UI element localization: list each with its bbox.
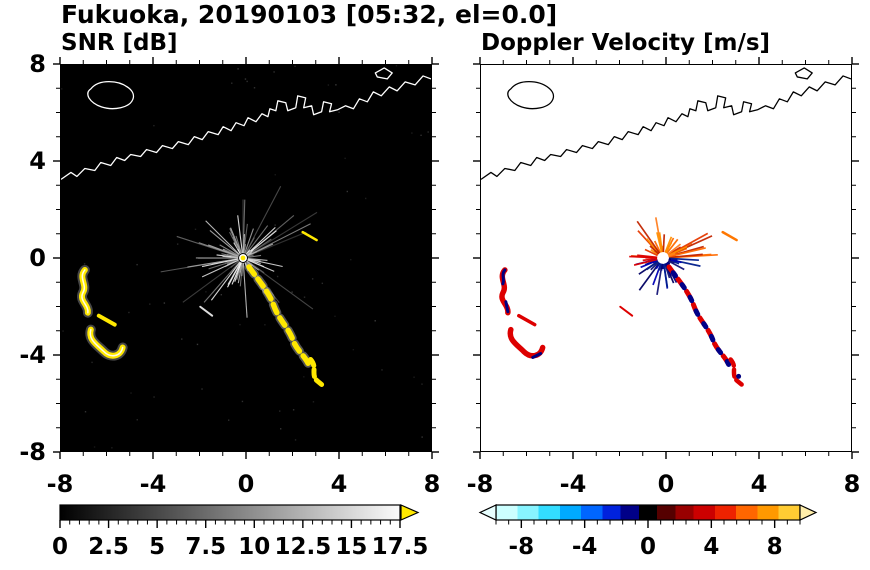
snr-panel-title: SNR [dB] bbox=[61, 30, 178, 56]
y-tick-label: 0 bbox=[29, 244, 46, 272]
radar-center-dot-core bbox=[240, 255, 246, 261]
y-tick-label: -4 bbox=[19, 341, 46, 369]
doppler-x-tick-label: -4 bbox=[559, 470, 587, 498]
doppler-x-tick-label: 4 bbox=[750, 470, 768, 498]
snr-x-tick-label: 0 bbox=[237, 470, 255, 498]
snr-colorbar-tick-label: 0 bbox=[51, 534, 69, 560]
snr-x-tick-label: -8 bbox=[46, 470, 74, 498]
echo-west-1-neg bbox=[501, 268, 507, 286]
coastline bbox=[61, 67, 431, 180]
snr-colorbar-overflow-arrow bbox=[400, 504, 420, 521]
snr-colorbar-bar bbox=[59, 504, 401, 521]
coastline bbox=[481, 67, 851, 180]
radar-center-gap bbox=[658, 253, 668, 263]
echo-west-2-neg bbox=[531, 352, 543, 359]
snr-colorbar-tick-label: 10 bbox=[238, 534, 271, 560]
echo-arc-tail bbox=[728, 357, 745, 388]
doppler-colorbar-overflow-arrow bbox=[799, 504, 818, 521]
doppler-colorbar-tick-label: -8 bbox=[508, 534, 535, 560]
echo-ray-small bbox=[301, 230, 318, 242]
snr-x-tick-label: 4 bbox=[330, 470, 348, 498]
echo-arc-neg bbox=[666, 264, 732, 367]
doppler-colorbar-ticks bbox=[495, 520, 801, 528]
doppler-x-tick-label: 0 bbox=[657, 470, 675, 498]
snr-echoes bbox=[77, 230, 326, 388]
y-tick-label: -8 bbox=[19, 438, 46, 466]
doppler-echoes bbox=[499, 230, 745, 388]
echo-ray-small bbox=[721, 230, 738, 242]
doppler-colorbar-tick-label: 0 bbox=[639, 534, 657, 560]
snr-x-tick-label: 8 bbox=[423, 470, 441, 498]
echo-arc bbox=[246, 264, 312, 368]
echo-west-small bbox=[96, 313, 117, 327]
doppler-colorbar-bar bbox=[495, 504, 801, 521]
snr-colorbar-tick-label: 15 bbox=[335, 534, 368, 560]
echo-west-1-neg2 bbox=[504, 300, 510, 314]
echo-streak-small bbox=[199, 305, 214, 317]
doppler-panel-title: Doppler Velocity [m/s] bbox=[481, 30, 771, 56]
echo-tail-neg-dot bbox=[736, 373, 742, 379]
echo-west-small bbox=[517, 313, 537, 327]
y-tick-label: 8 bbox=[29, 50, 46, 78]
doppler-colorbar-tick-label: 4 bbox=[703, 534, 720, 560]
snr-x-tick-label: -4 bbox=[139, 470, 167, 498]
velocity-clutter-streaks bbox=[629, 217, 718, 295]
doppler-colorbar-underflow-arrow bbox=[478, 504, 497, 521]
snr-colorbar-tick-label: 2.5 bbox=[88, 534, 129, 560]
snr-plot-panel bbox=[60, 64, 432, 452]
figure-title: Fukuoka, 20190103 [05:32, el=0.0] bbox=[61, 0, 558, 29]
doppler-x-tick-label: 8 bbox=[843, 470, 861, 498]
doppler-x-tick-label: -8 bbox=[466, 470, 494, 498]
snr-colorbar-tick-label: 17.5 bbox=[371, 534, 429, 560]
y-tick-label: 4 bbox=[29, 147, 46, 175]
snr-colorbar-tick-label: 5 bbox=[149, 534, 166, 560]
echo-west-1-core bbox=[81, 269, 89, 314]
snr-plot-canvas bbox=[61, 65, 431, 451]
snr-colorbar-ticks bbox=[59, 520, 401, 528]
snr-colorbar-tick-label: 12.5 bbox=[274, 534, 332, 560]
doppler-colorbar-tick-label: -4 bbox=[571, 534, 598, 560]
echo-west-2-core bbox=[89, 328, 124, 357]
echo-arc-tail bbox=[308, 356, 326, 388]
snr-colorbar bbox=[59, 504, 420, 528]
doppler-plot-canvas bbox=[481, 65, 851, 451]
doppler-colorbar bbox=[478, 504, 818, 528]
echo-streak-small bbox=[619, 305, 634, 317]
doppler-plot-panel bbox=[480, 64, 852, 452]
snr-colorbar-tick-label: 7.5 bbox=[185, 534, 227, 560]
doppler-colorbar-tick-label: 8 bbox=[766, 534, 783, 560]
